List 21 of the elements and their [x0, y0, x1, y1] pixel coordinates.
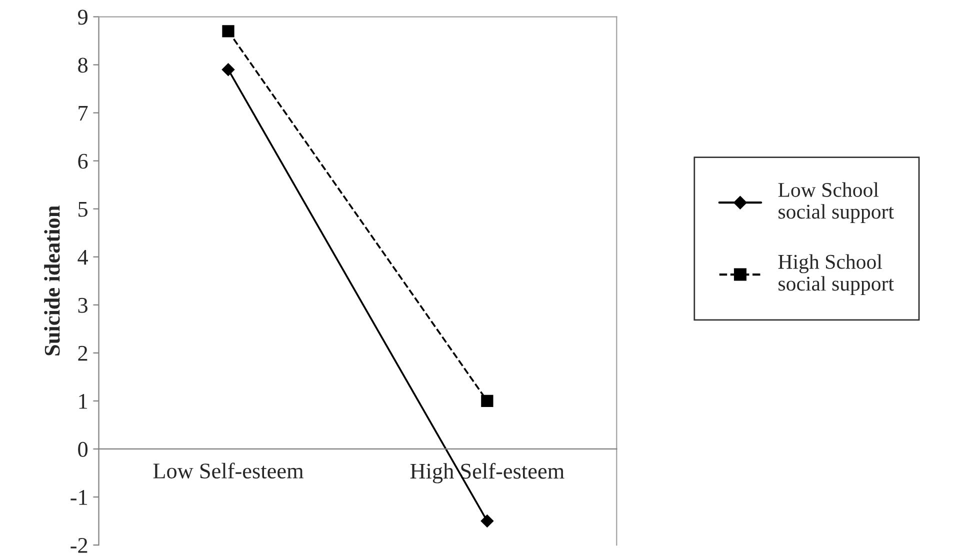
y-tick-label: 1 — [79, 394, 88, 409]
y-tick-label: 2 — [78, 346, 88, 361]
y-tick-label: -2 — [70, 538, 88, 553]
point — [222, 25, 234, 38]
legend-label: Low School social support — [778, 182, 894, 223]
y-tick-label: 6 — [78, 154, 88, 169]
y-tick-label: 9 — [78, 10, 88, 25]
point — [480, 514, 494, 528]
point — [481, 394, 494, 408]
y-tick-label: 8 — [78, 58, 88, 73]
x-tick-label: Low Self-esteem — [153, 462, 304, 479]
legend-label: High School social support — [778, 254, 894, 295]
x-tick-label: High Self-esteem — [410, 462, 564, 484]
y-tick-label: 7 — [78, 106, 88, 121]
y-tick-label: 0 — [78, 442, 88, 457]
y-tick-label: 3 — [78, 298, 88, 313]
point — [222, 63, 235, 76]
y-tick-label: 4 — [78, 250, 88, 265]
y-tick-label: -1 — [70, 490, 88, 505]
y-tick-label: 5 — [78, 202, 88, 217]
y-axis-title: Suicide ideation — [44, 206, 60, 356]
